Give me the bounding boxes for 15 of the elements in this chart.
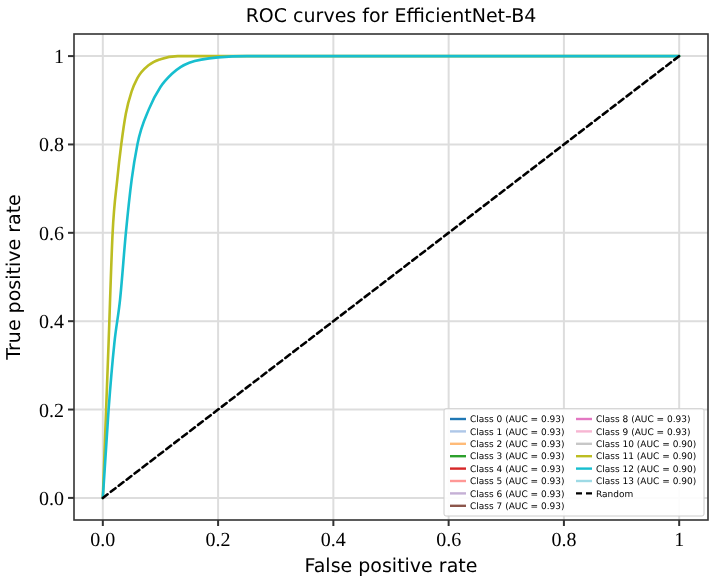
x-tick-label: 0.0	[90, 530, 116, 552]
y-tick-label: 0.4	[39, 312, 64, 335]
y-tick-label: 0.0	[39, 488, 64, 511]
y-axis-title: True positive rate	[4, 193, 26, 362]
x-tick-label: 1	[674, 530, 685, 552]
y-tick-label: 0.6	[39, 223, 64, 246]
y-tick-label: 1	[54, 47, 64, 70]
chart-title: ROC curves for EfficientNet-B4	[245, 6, 537, 28]
x-tick-label: 0.6	[436, 530, 462, 552]
x-tick-label: 0.2	[205, 530, 231, 552]
x-axis-title: False positive rate	[304, 556, 478, 578]
x-tick-label: 0.4	[320, 530, 346, 552]
x-tick-label: 0.8	[551, 530, 577, 552]
y-tick-label: 0.8	[39, 135, 64, 158]
y-tick-label: 0.2	[39, 400, 64, 423]
